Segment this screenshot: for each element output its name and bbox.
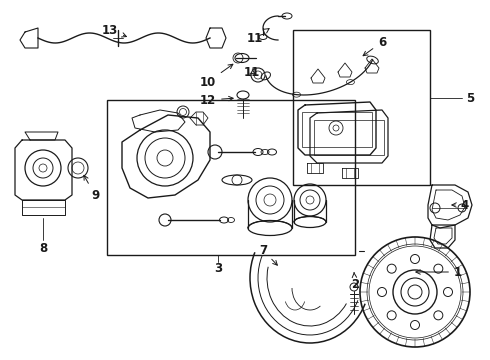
Text: 11: 11 bbox=[244, 66, 260, 78]
Text: 6: 6 bbox=[363, 36, 386, 56]
Text: 13: 13 bbox=[102, 23, 126, 37]
Text: 5: 5 bbox=[466, 91, 474, 104]
Text: 11: 11 bbox=[247, 28, 269, 45]
Bar bbox=[293, 30, 430, 185]
Text: 7: 7 bbox=[259, 243, 277, 265]
Bar bbox=[314, 120, 384, 155]
Text: 4: 4 bbox=[452, 198, 469, 212]
Text: 12: 12 bbox=[200, 94, 233, 107]
Text: 9: 9 bbox=[84, 175, 99, 202]
Text: 8: 8 bbox=[39, 242, 47, 255]
Text: 10: 10 bbox=[200, 64, 233, 89]
Text: 1: 1 bbox=[416, 266, 462, 279]
Bar bbox=[107, 100, 355, 255]
Text: 2: 2 bbox=[351, 273, 359, 292]
Bar bbox=[302, 112, 372, 147]
Text: 3: 3 bbox=[214, 261, 222, 274]
